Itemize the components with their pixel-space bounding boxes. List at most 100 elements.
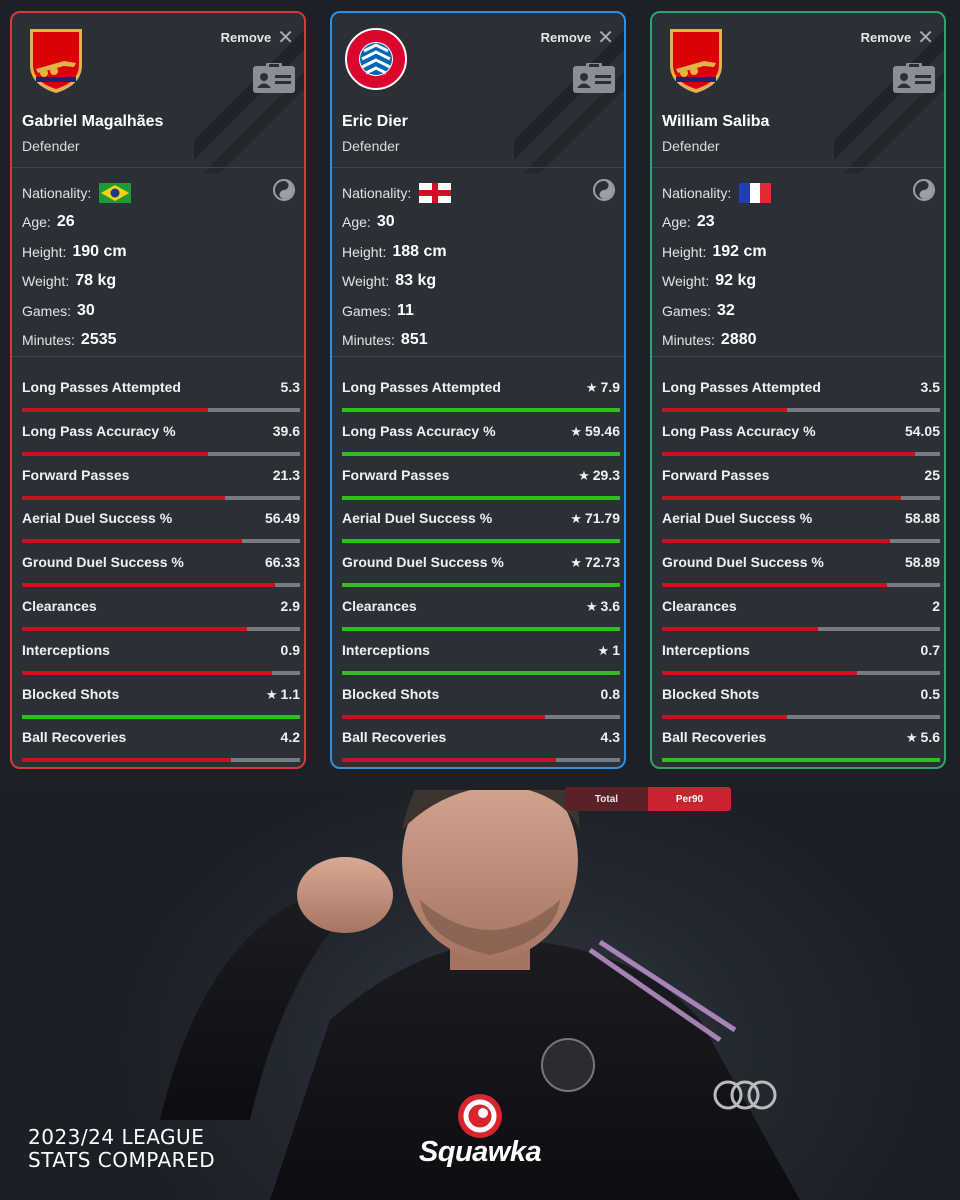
- stat-label: Interceptions: [22, 641, 110, 658]
- games-label: Games:: [22, 302, 72, 319]
- stat-value-text: 59.46: [584, 422, 620, 439]
- stat-value: 56.49: [265, 510, 300, 526]
- star-icon: ★: [265, 686, 278, 702]
- stat-label: Long Passes Attempted: [662, 379, 821, 395]
- age-row: Age: 26: [22, 208, 298, 238]
- stat-bar-fill: [22, 626, 248, 631]
- games-value: 30: [77, 301, 95, 319]
- stat-row: Ball Recoveries 4.2: [22, 718, 300, 763]
- remove-player-button[interactable]: Remove ✕: [221, 26, 294, 49]
- id-card-icon[interactable]: [892, 63, 936, 95]
- divider: [332, 356, 624, 357]
- club-crest-arsenal-icon: [670, 29, 722, 93]
- star-icon: ★: [570, 555, 582, 571]
- stat-label: Long Passes Attempted: [22, 379, 181, 395]
- stat-bar-fill: [342, 714, 545, 719]
- stat-value-text: 7.9: [600, 379, 620, 395]
- stat-value-text: 2.9: [280, 597, 300, 614]
- remove-label: Remove: [860, 30, 912, 45]
- stat-label: Interceptions: [342, 641, 430, 658]
- stat-row: Aerial Duel Success % 56.49: [22, 499, 300, 544]
- comparison-icon[interactable]: [592, 178, 616, 202]
- stat-value: ★ 29.3: [578, 467, 620, 484]
- player-card-3: Remove ✕ William Saliba Defender Nationality…: [650, 11, 946, 769]
- age-row: Age: 30: [342, 208, 618, 238]
- height-value: 192 cm: [712, 242, 767, 260]
- player-info: Nationality: Age: 26 Height: 190 cm Weight: 78…: [22, 178, 298, 355]
- stat-bar-track: [662, 714, 940, 719]
- stat-value-text: 0.7: [920, 641, 940, 658]
- stat-value-text: 4.3: [600, 729, 620, 746]
- stat-value: ★ 59.46: [570, 423, 620, 440]
- stat-label: Ball Recoveries: [22, 729, 127, 746]
- id-card-icon[interactable]: [252, 63, 296, 95]
- minutes-label: Minutes:: [22, 332, 75, 349]
- games-value: 32: [717, 301, 735, 319]
- stat-row: Ground Duel Success % ★ 72.73: [342, 543, 620, 588]
- remove-player-button[interactable]: Remove ✕: [541, 26, 614, 49]
- nationality-row: Nationality:: [342, 178, 618, 208]
- stat-bar-track: [662, 758, 940, 763]
- stat-value: 0.5: [921, 686, 940, 702]
- stat-value-text: 66.33: [264, 554, 300, 571]
- stats-list: Long Passes Attempted ★ 7.9 Long Pass Accur…: [342, 368, 620, 763]
- stat-value: ★ 1: [598, 642, 620, 659]
- close-icon[interactable]: ✕: [277, 26, 294, 49]
- player-photo-illustration: [160, 790, 800, 1200]
- stat-bar-fill: [342, 670, 620, 675]
- stat-row: Interceptions ★ 1: [342, 631, 620, 675]
- stat-bar-fill: [662, 758, 940, 763]
- player-name: Gabriel Magalhães: [22, 113, 164, 130]
- height-label: Height:: [342, 243, 387, 260]
- stat-value-text: 1.1: [280, 685, 300, 702]
- toggle-option-per90[interactable]: Per90: [648, 787, 731, 811]
- stat-bar-track: [662, 451, 940, 456]
- weight-row: Weight: 78 kg: [22, 267, 298, 297]
- stat-value: ★ 3.6: [586, 598, 620, 615]
- stat-bar-track: [342, 408, 620, 412]
- stat-bar-track: [342, 714, 620, 719]
- player-info: Nationality: Age: 23 Height: 192 cm Weight: 92…: [662, 178, 938, 355]
- stat-value: 5.3: [281, 379, 300, 395]
- stats-list: Long Passes Attempted 5.3 Long Pass Accura…: [22, 368, 300, 763]
- nationality-label: Nationality:: [662, 184, 732, 201]
- height-row: Height: 192 cm: [662, 237, 938, 267]
- stat-value-text: 58.89: [904, 554, 940, 571]
- stat-value: 0.9: [281, 642, 300, 658]
- stat-value-text: 29.3: [592, 466, 620, 483]
- stat-value: 0.8: [601, 686, 620, 702]
- id-card-icon[interactable]: [572, 63, 616, 95]
- stat-bar-fill: [662, 626, 818, 631]
- nationality-label: Nationality:: [22, 184, 92, 201]
- stat-value-text: 3.5: [920, 379, 940, 395]
- close-icon[interactable]: ✕: [917, 26, 934, 49]
- brand-wordmark: Squawka: [418, 1136, 542, 1168]
- headline-line-2: STATS COMPARED: [28, 1148, 216, 1172]
- close-icon[interactable]: ✕: [597, 26, 614, 49]
- divider: [12, 167, 304, 168]
- toggle-option-total[interactable]: Total: [565, 787, 648, 811]
- stat-row: Long Pass Accuracy % ★ 59.46: [342, 412, 620, 456]
- stat-row: Interceptions 0.7: [662, 631, 940, 675]
- stat-label: Long Pass Accuracy %: [22, 422, 176, 439]
- star-icon: ★: [585, 380, 598, 395]
- weight-row: Weight: 83 kg: [342, 267, 618, 297]
- stat-value-text: 71.79: [584, 510, 620, 527]
- total-per90-toggle[interactable]: Total Per90: [565, 787, 731, 811]
- stat-bar-track: [22, 451, 300, 456]
- stat-row: Ground Duel Success % 66.33: [22, 543, 300, 588]
- stat-value: 21.3: [273, 467, 300, 483]
- stat-row: Long Passes Attempted 3.5: [662, 368, 940, 412]
- stat-label: Ground Duel Success %: [662, 554, 824, 571]
- comparison-icon[interactable]: [912, 178, 936, 202]
- stat-value-text: 39.6: [272, 422, 300, 439]
- stat-row: Aerial Duel Success % 58.88: [662, 499, 940, 544]
- remove-player-button[interactable]: Remove ✕: [860, 26, 934, 49]
- comparison-icon[interactable]: [272, 178, 296, 202]
- weight-value: 83 kg: [395, 272, 437, 290]
- stat-label: Forward Passes: [662, 466, 770, 483]
- stat-row: Blocked Shots 0.8: [342, 675, 620, 719]
- player-name: Eric Dier: [342, 113, 408, 130]
- stat-value: 0.7: [921, 642, 940, 658]
- height-label: Height:: [662, 243, 707, 260]
